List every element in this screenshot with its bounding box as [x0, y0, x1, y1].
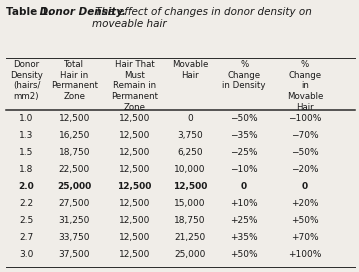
Text: 0: 0 — [241, 182, 247, 191]
Text: −25%: −25% — [230, 148, 258, 157]
Text: −10%: −10% — [230, 165, 258, 174]
Text: 2.2: 2.2 — [19, 199, 33, 208]
Text: 1.3: 1.3 — [19, 131, 34, 140]
Text: 21,250: 21,250 — [174, 233, 206, 242]
Text: The effect of changes in donor density on
moveable hair: The effect of changes in donor density o… — [92, 7, 311, 29]
Text: +70%: +70% — [291, 233, 319, 242]
Text: 15,000: 15,000 — [174, 199, 206, 208]
Text: 1.0: 1.0 — [19, 114, 34, 123]
Text: 12,500: 12,500 — [119, 216, 150, 225]
Text: +25%: +25% — [230, 216, 258, 225]
Text: +100%: +100% — [288, 250, 322, 259]
Text: 0: 0 — [187, 114, 193, 123]
Text: 12,500: 12,500 — [119, 233, 150, 242]
Text: +20%: +20% — [291, 199, 319, 208]
Text: −100%: −100% — [288, 114, 322, 123]
Text: 1.5: 1.5 — [19, 148, 34, 157]
Text: −20%: −20% — [291, 165, 319, 174]
Text: Total
Hair in
Permanent
Zone: Total Hair in Permanent Zone — [51, 60, 98, 101]
Text: 12,500: 12,500 — [119, 165, 150, 174]
Text: 12,500: 12,500 — [119, 199, 150, 208]
Text: +35%: +35% — [230, 233, 258, 242]
Text: 1.8: 1.8 — [19, 165, 34, 174]
Text: 12,500: 12,500 — [119, 250, 150, 259]
Text: %
Change
in Density: % Change in Density — [222, 60, 266, 90]
Text: Movable
Hair: Movable Hair — [172, 60, 208, 80]
Text: 37,500: 37,500 — [59, 250, 90, 259]
Text: 3.0: 3.0 — [19, 250, 34, 259]
Text: 12,500: 12,500 — [117, 182, 151, 191]
Text: Table 1.: Table 1. — [6, 7, 52, 17]
Text: 12,500: 12,500 — [119, 148, 150, 157]
Text: −70%: −70% — [291, 131, 319, 140]
Text: Donor
Density
(hairs/
mm2): Donor Density (hairs/ mm2) — [10, 60, 43, 101]
Text: 12,500: 12,500 — [119, 114, 150, 123]
Text: +10%: +10% — [230, 199, 258, 208]
Text: 22,500: 22,500 — [59, 165, 90, 174]
Text: 18,750: 18,750 — [59, 148, 90, 157]
Text: Hair That
Must
Remain in
Permanent
Zone: Hair That Must Remain in Permanent Zone — [111, 60, 158, 112]
Text: 2.7: 2.7 — [19, 233, 34, 242]
Text: 33,750: 33,750 — [59, 233, 90, 242]
Text: 27,500: 27,500 — [59, 199, 90, 208]
Text: 2.0: 2.0 — [19, 182, 34, 191]
Text: −50%: −50% — [291, 148, 319, 157]
Text: 16,250: 16,250 — [59, 131, 90, 140]
Text: %
Change
in
Movable
Hair: % Change in Movable Hair — [287, 60, 323, 112]
Text: 6,250: 6,250 — [177, 148, 203, 157]
Text: 0: 0 — [302, 182, 308, 191]
Text: −50%: −50% — [230, 114, 258, 123]
Text: 12,500: 12,500 — [173, 182, 208, 191]
Text: +50%: +50% — [291, 216, 319, 225]
Text: 25,000: 25,000 — [57, 182, 92, 191]
Text: 3,750: 3,750 — [177, 131, 203, 140]
Text: 12,500: 12,500 — [119, 131, 150, 140]
Text: Donor Density.: Donor Density. — [36, 7, 126, 17]
Text: 31,250: 31,250 — [59, 216, 90, 225]
Text: 12,500: 12,500 — [59, 114, 90, 123]
Text: +50%: +50% — [230, 250, 258, 259]
Text: 18,750: 18,750 — [174, 216, 206, 225]
Text: 25,000: 25,000 — [174, 250, 206, 259]
Text: 10,000: 10,000 — [174, 165, 206, 174]
Text: −35%: −35% — [230, 131, 258, 140]
Text: 2.5: 2.5 — [19, 216, 34, 225]
